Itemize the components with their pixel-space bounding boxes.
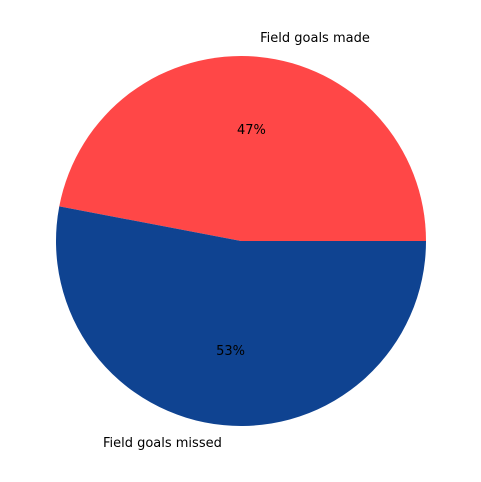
pie-category-label-field-goals-missed: Field goals missed: [103, 436, 222, 451]
pie-labels: 47% Field goals made 53% Field goals missed: [103, 31, 370, 451]
pie-value-label-field-goals-missed: 53%: [216, 344, 245, 359]
pie-category-label-field-goals-made: Field goals made: [260, 31, 370, 46]
pie-value-label-field-goals-made: 47%: [237, 123, 266, 138]
pie-slice-field-goals-made: [59, 56, 427, 242]
pie-slice-field-goals-missed: [55, 206, 426, 427]
pie-slices: [55, 56, 427, 427]
